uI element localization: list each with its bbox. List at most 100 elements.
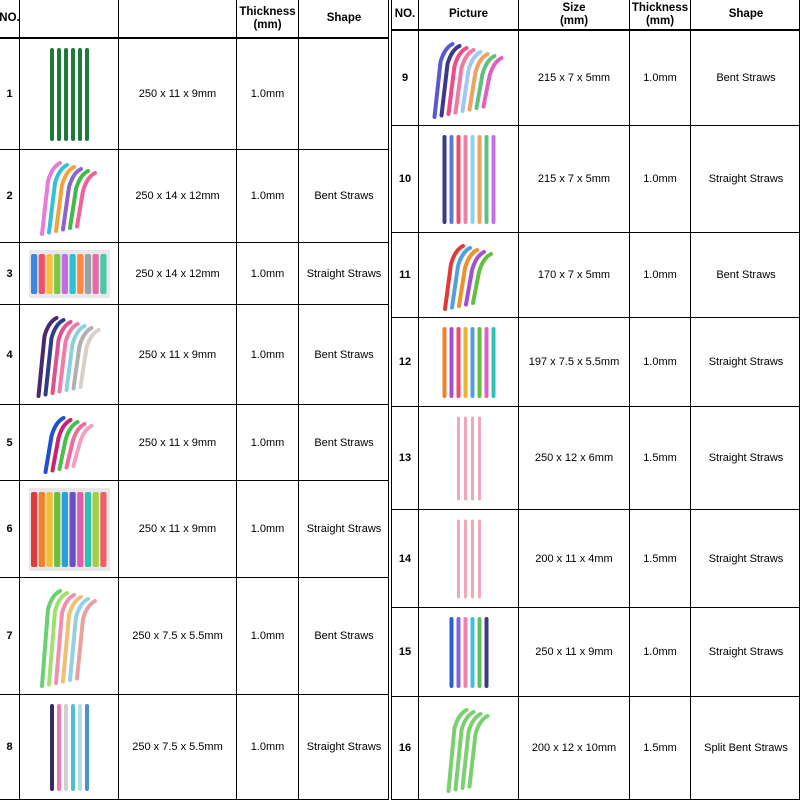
size-value: 250 x 14 x 12mm <box>135 267 220 280</box>
item-number: 15 <box>398 646 412 658</box>
straw <box>69 253 76 294</box>
header-size: Size (mm) <box>559 1 589 27</box>
table-header: NO. Picture Size (mm) Thickness (mm) Shape <box>392 0 799 31</box>
table-row: 13 250 x 12 x 6mm 1.5mm Straight Straws <box>392 407 799 510</box>
item-number: 2 <box>6 190 13 202</box>
straw <box>30 491 37 567</box>
size-value: 170 x 7 x 5mm <box>537 269 611 281</box>
straw <box>30 253 37 294</box>
straw <box>84 253 91 294</box>
header-no: NO. <box>0 12 20 24</box>
shape-value: Bent Straws <box>314 630 374 642</box>
size-value: 215 x 7 x 5mm <box>537 173 611 185</box>
table-row: 14 200 x 11 x 4mm 1.5mm Straight Straws <box>392 510 799 608</box>
straw <box>456 247 479 308</box>
item-number: 14 <box>398 552 412 565</box>
item-number: 1 <box>6 88 13 100</box>
thickness-value: 1.0mm <box>643 173 677 185</box>
straw <box>50 319 72 395</box>
header-shape: Shape <box>728 8 764 20</box>
thickness-value: 1.5mm <box>643 742 677 754</box>
item-number: 9 <box>401 72 409 84</box>
straw <box>45 253 53 294</box>
size-value: 250 x 11 x 9mm <box>535 646 613 658</box>
shape-value: Split Bent Straws <box>704 742 788 754</box>
table-row: 16 200 x 12 x 10mm 1.5mm Split Bent Straws <box>392 697 799 800</box>
straw <box>57 419 79 471</box>
straw <box>53 253 60 294</box>
straw <box>467 51 489 111</box>
straw <box>60 594 83 683</box>
straw <box>481 55 503 108</box>
straw <box>69 491 76 567</box>
table-row: 11 170 x 7 x 5mm 1.0mm Bent Straws <box>392 233 799 318</box>
table-row: 3 250 x 14 x 12mm 1.0mm Straight Straws <box>0 243 388 305</box>
item-number: 7 <box>6 630 13 642</box>
shape-value: Straight Straws <box>708 646 784 658</box>
header-shape: Shape <box>326 12 362 24</box>
straw <box>99 253 106 294</box>
straw <box>439 43 461 117</box>
size-value: 250 x 11 x 9mm <box>138 523 217 535</box>
straw <box>46 162 69 234</box>
straw <box>64 421 86 469</box>
straw <box>50 417 72 472</box>
table-row: 8 250 x 7.5 x 5.5mm 1.0mm Straight Straws <box>0 695 388 800</box>
pink-straight-straws-icon <box>456 519 481 598</box>
straight-straws-icon <box>442 134 495 224</box>
straw <box>92 253 99 294</box>
straw <box>432 41 454 119</box>
straw <box>71 325 93 390</box>
header-thickness: Thickness (mm) <box>631 1 689 27</box>
straw <box>64 323 86 392</box>
size-value: 250 x 12 x 6mm <box>534 452 614 464</box>
shape-value: Straight Straws <box>708 452 784 464</box>
straw <box>449 245 472 309</box>
left-spec-table: NO. Thickness (mm) Shape 1 250 x 11 x 9mm 1.0… <box>0 0 389 800</box>
item-number: 12 <box>398 356 412 368</box>
straw <box>38 491 45 567</box>
straight-straws-bundle-icon <box>28 249 110 298</box>
straw <box>84 491 91 567</box>
straw <box>442 243 465 311</box>
shape-value: Straight Straws <box>708 552 784 565</box>
item-number: 10 <box>398 173 412 185</box>
shape-value: Straight Straws <box>708 173 784 185</box>
header-no: NO. <box>394 8 416 20</box>
straw <box>61 253 68 294</box>
straw <box>467 713 489 788</box>
straw <box>99 491 106 567</box>
straw <box>76 491 83 567</box>
bent-straws-icon <box>442 243 493 311</box>
straight-straws-icon <box>49 703 89 791</box>
table-row: 12 197 x 7.5 x 5.5mm 1.0mm Straight Straws <box>392 318 799 407</box>
straw <box>71 423 93 468</box>
table-row: 15 250 x 11 x 9mm 1.0mm Straight Straws <box>392 608 799 697</box>
straw <box>45 491 53 567</box>
size-value: 197 x 7.5 x 5.5mm <box>528 356 620 368</box>
straw <box>74 598 97 680</box>
shape-value: Straight Straws <box>306 523 382 535</box>
thickness-value: 1.0mm <box>250 190 285 202</box>
size-value: 250 x 11 x 9mm <box>138 88 217 100</box>
table-row: 9 215 x 7 x 5mm 1.0mm Bent Straws <box>392 31 799 126</box>
item-number: 6 <box>6 523 13 535</box>
size-value: 250 x 14 x 12mm <box>135 190 220 202</box>
header-picture: Picture <box>449 8 488 20</box>
item-number: 3 <box>6 267 13 280</box>
thickness-value: 1.5mm <box>643 452 677 464</box>
table-row: 2 250 x 14 x 12mm 1.0mm Bent Straws <box>0 150 388 243</box>
shape-value: Straight Straws <box>306 267 382 280</box>
shape-value: Bent Straws <box>716 269 776 281</box>
table-row: 4 250 x 11 x 9mm 1.0mm Bent Straws <box>0 305 388 405</box>
straw <box>470 251 493 305</box>
thickness-value: 1.0mm <box>250 741 285 753</box>
size-value: 215 x 7 x 5mm <box>537 72 611 84</box>
straw <box>460 49 482 113</box>
thickness-value: 1.0mm <box>250 267 285 280</box>
straw <box>453 709 475 791</box>
bent-straws-icon <box>432 41 503 119</box>
green-straight-straws-icon <box>49 47 89 141</box>
straw <box>43 317 65 396</box>
table-row: 5 250 x 11 x 9mm 1.0mm Bent Straws <box>0 405 388 481</box>
